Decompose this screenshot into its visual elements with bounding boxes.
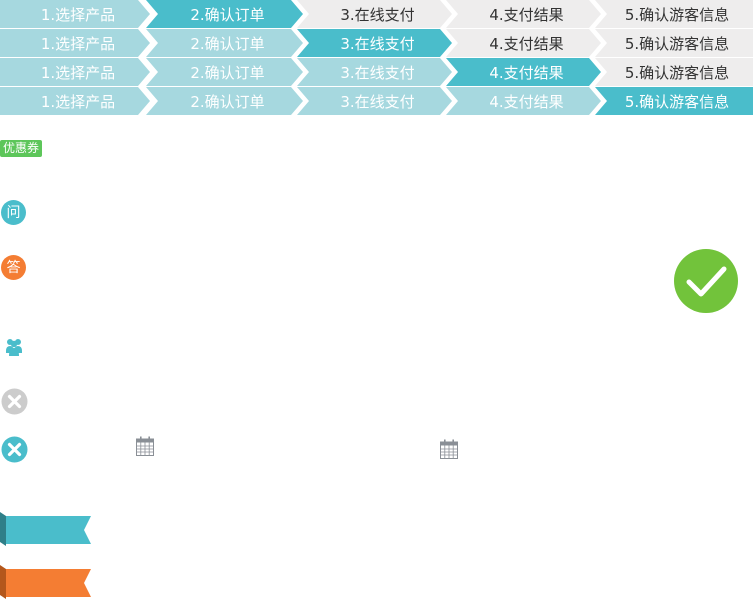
- step-item: 1.选择产品: [0, 87, 150, 115]
- step-item: 4.支付结果: [446, 87, 601, 115]
- step-label: 5.确认游客信息: [624, 5, 730, 24]
- step-progress-row: 1.选择产品 2.确认订单 3.在线支付 4.支付结果 5.确认游客信息: [0, 29, 753, 58]
- answer-badge-icon: 答: [1, 255, 26, 280]
- step-label: 3.在线支付: [340, 34, 415, 53]
- step-label: 5.确认游客信息: [624, 34, 730, 53]
- step-label: 2.确认订单: [190, 92, 265, 111]
- step-item: 3.在线支付: [297, 29, 452, 57]
- step-label: 4.支付结果: [489, 63, 564, 82]
- step-item: 5.确认游客信息: [595, 0, 753, 28]
- step-progress-bars: 1.选择产品 2.确认订单 3.在线支付 4.支付结果 5.确认游客信息 1.选择产品 2.…: [0, 0, 753, 116]
- ribbon-tag-orange: [0, 565, 91, 599]
- step-item: 2.确认订单: [146, 29, 303, 57]
- step-label: 4.支付结果: [489, 34, 564, 53]
- question-badge-label: 问: [6, 204, 21, 221]
- step-label: 3.在线支付: [340, 5, 415, 24]
- step-item: 5.确认游客信息: [595, 29, 753, 57]
- step-item: 2.确认订单: [146, 58, 303, 86]
- step-item: 3.在线支付: [297, 0, 452, 28]
- step-item: 3.在线支付: [297, 87, 452, 115]
- step-item: 5.确认游客信息: [595, 58, 753, 86]
- ribbon-tag-teal: [0, 512, 91, 546]
- step-item: 1.选择产品: [0, 58, 150, 86]
- step-item: 1.选择产品: [0, 0, 150, 28]
- close-circle-gray-icon[interactable]: [1, 388, 28, 415]
- calendar-icon[interactable]: [136, 436, 154, 456]
- coupon-tag: 优惠券: [0, 140, 43, 157]
- step-label: 1.选择产品: [40, 34, 116, 53]
- step-label: 2.确认订单: [190, 34, 265, 53]
- close-circle-teal-icon[interactable]: [1, 436, 28, 463]
- step-label: 2.确认订单: [190, 5, 265, 24]
- step-label: 5.确认游客信息: [624, 92, 730, 111]
- step-progress-row: 1.选择产品 2.确认订单 3.在线支付 4.支付结果 5.确认游客信息: [0, 0, 753, 29]
- step-label: 5.确认游客信息: [624, 63, 730, 82]
- step-item: 1.选择产品: [0, 29, 150, 57]
- step-progress-row: 1.选择产品 2.确认订单 3.在线支付 4.支付结果 5.确认游客信息: [0, 58, 753, 87]
- step-item: 4.支付结果: [446, 58, 601, 86]
- step-label: 1.选择产品: [40, 63, 116, 82]
- step-label: 4.支付结果: [489, 5, 564, 24]
- step-label: 1.选择产品: [40, 5, 116, 24]
- step-item: 2.确认订单: [146, 87, 303, 115]
- question-badge-icon: 问: [1, 200, 26, 225]
- step-item: 4.支付结果: [446, 29, 601, 57]
- calendar-icon[interactable]: [440, 439, 458, 459]
- step-item: 5.确认游客信息: [595, 87, 753, 115]
- step-item: 4.支付结果: [446, 0, 601, 28]
- group-icon: [6, 339, 22, 356]
- step-label: 2.确认订单: [190, 63, 265, 82]
- step-label: 3.在线支付: [340, 63, 415, 82]
- step-label: 4.支付结果: [489, 92, 564, 111]
- step-label: 1.选择产品: [40, 92, 116, 111]
- step-progress-row: 1.选择产品 2.确认订单 3.在线支付 4.支付结果 5.确认游客信息: [0, 87, 753, 116]
- step-label: 3.在线支付: [340, 92, 415, 111]
- step-item: 3.在线支付: [297, 58, 452, 86]
- step-item: 2.确认订单: [146, 0, 303, 28]
- answer-badge-label: 答: [6, 259, 21, 276]
- check-circle-icon: [674, 249, 738, 313]
